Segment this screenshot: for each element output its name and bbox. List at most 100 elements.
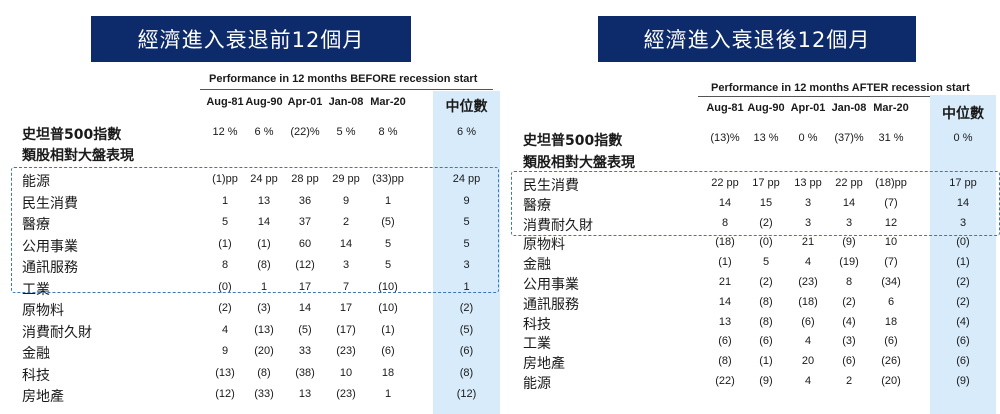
table-row: 原物料 (2) (3) 14 17 (10) (2) (0, 300, 500, 320)
value-cell: (1) (381, 323, 395, 336)
performance-title: Performance in 12 months BEFORE recessio… (209, 73, 478, 85)
section-subtitle: 類股相對大盤表現 (22, 148, 134, 164)
value-cell: 60 (298, 237, 312, 250)
section-subtitle: 類股相對大盤表現 (523, 155, 635, 171)
value-cell: (23) (336, 388, 356, 400)
value-cell: 22 pp (835, 177, 863, 189)
value-cell: 17 pp (752, 177, 780, 189)
row-label: 科技 (22, 367, 50, 384)
median-cell: 3 (959, 216, 967, 229)
column-header: Apr-01 (790, 102, 826, 114)
value-cell: (10) (378, 302, 398, 314)
value-cell: (2) (218, 302, 232, 314)
value-cell: (18) (798, 295, 818, 308)
value-cell: 0 % (798, 132, 818, 144)
median-cell: 6 % (457, 126, 476, 138)
value-cell: 12 (884, 216, 898, 229)
median-cell: 0 % (953, 132, 973, 144)
value-cell: 18 (884, 315, 898, 328)
performance-title: Performance in 12 months AFTER recession… (711, 82, 970, 94)
median-cell: (2) (956, 276, 970, 288)
column-header: Aug-81 (206, 96, 244, 108)
table-row: 民生消費 1 13 36 9 1 9 (0, 193, 500, 213)
value-cell: (17) (336, 323, 356, 336)
value-cell: (12) (215, 388, 235, 400)
value-cell: 3 (845, 216, 853, 229)
value-cell: (1) (218, 237, 232, 250)
row-label: 史坦普500指數 (22, 127, 122, 143)
row-label: 金融 (523, 257, 551, 274)
value-cell: 13 (718, 315, 732, 328)
value-cell: 14 (718, 196, 732, 209)
value-cell: 18 (381, 366, 395, 379)
value-cell: (38) (295, 366, 315, 379)
row-label: 通訊服務 (523, 296, 579, 313)
value-cell: (6) (759, 335, 773, 348)
table-row: 公用事業 21 (2) (23) 8 (34) (2) (508, 274, 1000, 294)
panel-before-recession: 經濟進入衰退前12個月 Performance in 12 months BEF… (0, 16, 500, 414)
value-cell: 5 % (336, 126, 356, 138)
value-cell: 13 (257, 194, 271, 207)
value-cell: (9) (759, 375, 773, 387)
value-cell: (20) (254, 345, 274, 357)
column-header: Mar-20 (370, 96, 406, 108)
value-cell: 3 (804, 216, 812, 229)
value-cell: (1) (257, 237, 271, 250)
column-header: Jan-08 (328, 96, 364, 108)
table-row: 科技 (13) (8) (38) 10 18 (8) (0, 365, 500, 385)
table-row: 能源 (22) (9) 4 2 (20) (9) (508, 373, 1000, 393)
value-cell: 6 (887, 295, 895, 308)
median-column-highlight (930, 95, 996, 414)
value-cell: (18)pp (875, 177, 907, 189)
sp500-row: 史坦普500指數 12 % 6 % (22)% 5 % 8 % 6 % (0, 124, 500, 144)
median-cell: 17 pp (949, 177, 977, 189)
value-cell: (8) (718, 355, 732, 368)
table-row: 工業 (0) 1 17 7 (10) 1 (0, 279, 500, 299)
value-cell: (1)pp (212, 173, 238, 185)
value-cell: (2) (842, 295, 856, 308)
table-row: 金融 (1) 5 4 (19) (7) (1) (508, 254, 1000, 274)
banner-title: 經濟進入衰退後12個月 (598, 16, 916, 62)
median-cell: 14 (956, 196, 970, 209)
value-cell: (2) (759, 276, 773, 288)
median-cell: (1) (956, 256, 970, 269)
row-label: 工業 (523, 336, 551, 353)
median-cell: 5 (463, 237, 470, 250)
value-cell: (19) (839, 256, 859, 269)
value-cell: 28 pp (291, 173, 319, 185)
value-cell: 12 % (212, 126, 238, 138)
value-cell: 3 (342, 259, 350, 271)
median-cell: (0) (956, 236, 970, 249)
median-cell: (5) (459, 323, 474, 336)
performance-title-rule (200, 89, 493, 90)
value-cell: 10 (339, 366, 353, 379)
value-cell: (18) (715, 236, 735, 249)
table-row: 科技 13 (8) (6) (4) 18 (4) (508, 314, 1000, 334)
value-cell: 24 pp (250, 173, 278, 185)
value-cell: 1 (221, 194, 229, 207)
row-label: 房地產 (523, 356, 565, 373)
table-row: 公用事業 (1) (1) 60 14 5 5 (0, 236, 500, 256)
value-cell: (6) (884, 335, 898, 348)
row-label: 民生消費 (22, 195, 78, 212)
median-cell: 9 (463, 194, 470, 207)
value-cell: (8) (759, 295, 773, 308)
value-cell: (23) (336, 345, 356, 357)
row-label: 民生消費 (523, 178, 579, 194)
median-cell: (6) (459, 345, 474, 357)
value-cell: (6) (381, 345, 395, 357)
median-header: 中位數 (942, 106, 984, 122)
value-cell: 29 pp (332, 173, 360, 185)
value-cell: (8) (257, 259, 271, 271)
value-cell: 4 (221, 323, 229, 336)
value-cell: (0) (218, 280, 232, 293)
value-cell: (10) (378, 280, 398, 293)
value-cell: (3) (257, 302, 271, 314)
table-row: 房地產 (12) (33) 13 (23) 1 (12) (0, 386, 500, 406)
highlight-box (11, 167, 499, 293)
value-cell: 5 (762, 256, 770, 269)
median-header: 中位數 (445, 99, 488, 115)
column-header: Aug-90 (747, 102, 785, 114)
value-cell: 13 pp (794, 177, 822, 189)
value-cell: 17 (339, 302, 353, 314)
